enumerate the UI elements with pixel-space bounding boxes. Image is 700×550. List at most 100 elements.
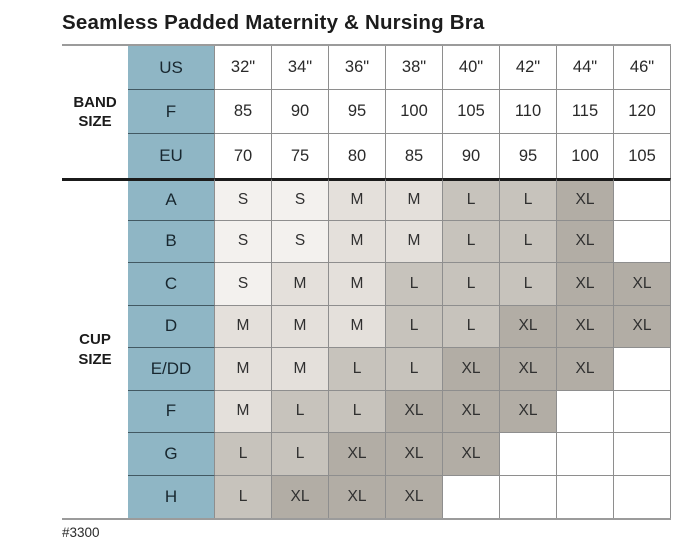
band-value-cell: 100 <box>386 90 443 134</box>
size-cell: M <box>272 263 329 306</box>
band-value-cell: 110 <box>500 90 557 134</box>
band-value-cell: 120 <box>614 90 671 134</box>
size-cell: XL <box>557 348 614 391</box>
size-cell: S <box>272 178 329 221</box>
band-value-cell: 95 <box>329 90 386 134</box>
chart-title: Seamless Padded Maternity & Nursing Bra <box>62 11 485 34</box>
band-value-cell: 70 <box>215 134 272 178</box>
band-size-label: BAND SIZE <box>62 46 128 178</box>
row-label-cell: E/DD <box>128 348 215 391</box>
band-value-cell: 115 <box>557 90 614 134</box>
size-cell: M <box>329 178 386 221</box>
size-cell: M <box>329 220 386 263</box>
size-cell <box>557 433 614 476</box>
row-label-cell: D <box>128 305 215 348</box>
size-cell: XL <box>557 220 614 263</box>
size-cell: L <box>386 305 443 348</box>
band-value-cell: 44" <box>557 46 614 90</box>
size-cell: M <box>215 348 272 391</box>
band-value-cell: 90 <box>443 134 500 178</box>
size-cell: XL <box>443 390 500 433</box>
size-cell: L <box>443 305 500 348</box>
size-cell: XL <box>386 390 443 433</box>
size-cell: XL <box>500 390 557 433</box>
size-cell: L <box>329 348 386 391</box>
band-value-cell: 100 <box>557 134 614 178</box>
size-cell <box>557 390 614 433</box>
size-cell: XL <box>443 433 500 476</box>
size-cell: L <box>215 433 272 476</box>
size-cell: L <box>329 390 386 433</box>
size-cell: M <box>215 305 272 348</box>
size-cell <box>614 433 671 476</box>
size-cell <box>557 475 614 518</box>
size-cell: XL <box>329 433 386 476</box>
style-number: #3300 <box>62 525 100 540</box>
size-cell: XL <box>329 475 386 518</box>
row-label-cell: EU <box>128 134 215 178</box>
size-chart-grid: BAND SIZE CUP SIZE US 32" 34" 36" 38" 40" 42" 4… <box>62 44 671 520</box>
band-value-cell: 90 <box>272 90 329 134</box>
size-cell: XL <box>443 348 500 391</box>
band-value-cell: 105 <box>614 134 671 178</box>
size-cell: XL <box>614 305 671 348</box>
size-cell <box>614 220 671 263</box>
band-size-label-line2: SIZE <box>78 113 112 130</box>
band-value-cell: 75 <box>272 134 329 178</box>
size-cell <box>614 475 671 518</box>
size-cell: XL <box>386 475 443 518</box>
row-label-cell: F <box>128 90 215 134</box>
size-cell: XL <box>557 305 614 348</box>
cup-size-label: CUP SIZE <box>62 178 128 518</box>
size-cell: XL <box>272 475 329 518</box>
size-cell: XL <box>500 348 557 391</box>
size-cell: M <box>329 305 386 348</box>
row-label-cell: US <box>128 46 215 90</box>
size-cell: L <box>272 433 329 476</box>
band-value-cell: 32" <box>215 46 272 90</box>
size-cell: M <box>272 348 329 391</box>
size-cell: L <box>500 178 557 221</box>
cup-size-label-line2: SIZE <box>78 350 112 368</box>
row-label-cell: A <box>128 178 215 221</box>
row-label-cell: G <box>128 433 215 476</box>
size-cell: XL <box>614 263 671 306</box>
band-value-cell: 105 <box>443 90 500 134</box>
size-cell <box>614 348 671 391</box>
row-label-cell: C <box>128 263 215 306</box>
size-cell: M <box>386 220 443 263</box>
band-value-cell: 42" <box>500 46 557 90</box>
size-cell: S <box>215 220 272 263</box>
size-cell: L <box>386 263 443 306</box>
size-cell: XL <box>500 305 557 348</box>
band-value-cell: 40" <box>443 46 500 90</box>
row-label-cell: H <box>128 475 215 518</box>
band-value-cell: 34" <box>272 46 329 90</box>
size-cell: XL <box>557 178 614 221</box>
size-cell <box>500 433 557 476</box>
size-cell: S <box>215 178 272 221</box>
size-cell: S <box>215 263 272 306</box>
size-cell: L <box>443 263 500 306</box>
band-value-cell: 46" <box>614 46 671 90</box>
band-value-cell: 38" <box>386 46 443 90</box>
band-value-cell: 85 <box>215 90 272 134</box>
size-cell <box>614 178 671 221</box>
size-cell <box>443 475 500 518</box>
size-cell: L <box>443 220 500 263</box>
row-label-cell: F <box>128 390 215 433</box>
size-cell: L <box>272 390 329 433</box>
size-cell: S <box>272 220 329 263</box>
row-label-cell: B <box>128 220 215 263</box>
band-value-cell: 80 <box>329 134 386 178</box>
size-cell: XL <box>557 263 614 306</box>
band-value-cell: 36" <box>329 46 386 90</box>
band-size-label-line1: BAND <box>73 93 117 111</box>
size-cell: L <box>386 348 443 391</box>
size-cell: M <box>386 178 443 221</box>
size-cell <box>500 475 557 518</box>
size-cell: L <box>215 475 272 518</box>
size-cell: L <box>443 178 500 221</box>
band-value-cell: 85 <box>386 134 443 178</box>
